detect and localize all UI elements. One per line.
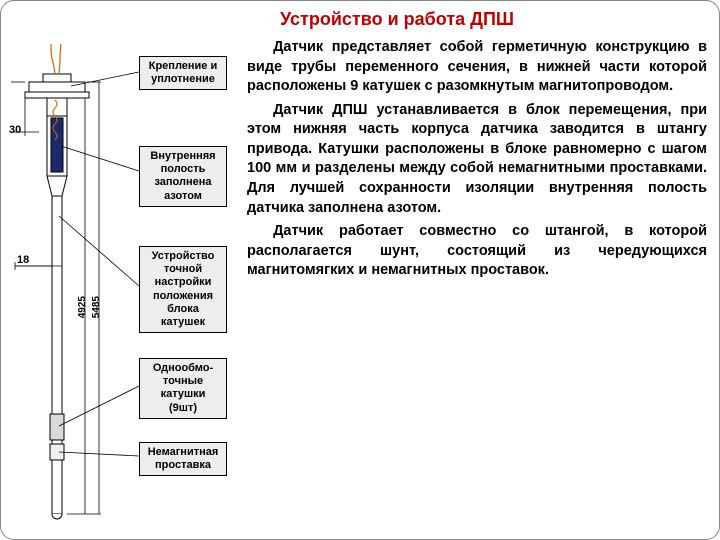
callout-mount-seal: Крепление и уплотнение: [139, 56, 227, 90]
paragraph-1: Датчик представляет собой герметичную ко…: [247, 38, 707, 97]
content-row: 30 18 4925 5485 Крепление и уплотнение В…: [7, 36, 707, 526]
callout-adjust-device: Устройство точной настройки положения бл…: [139, 246, 227, 333]
diagram-column: 30 18 4925 5485 Крепление и уплотнение В…: [7, 36, 237, 536]
callout-spacer: Немагнитная проставка: [139, 442, 227, 476]
page-frame: Устройство и работа ДПШ: [0, 0, 720, 540]
paragraph-2: Датчик ДПШ устанавливается в блок переме…: [247, 101, 707, 218]
text-column: Датчик представляет собой герметичную ко…: [247, 36, 707, 526]
dim-5485: 5485: [91, 296, 102, 318]
paragraph-3: Датчик работает совместно со штангой, в …: [247, 222, 707, 281]
dim-4925: 4925: [77, 296, 88, 318]
page-title: Устройство и работа ДПШ: [87, 9, 707, 30]
callout-coils: Однообмо-точные катушки (9шт): [139, 358, 227, 419]
callout-nitrogen-cavity: Внутренняя полость заполнена азотом: [139, 146, 227, 207]
dim-18: 18: [17, 254, 29, 266]
dim-30: 30: [9, 124, 21, 136]
